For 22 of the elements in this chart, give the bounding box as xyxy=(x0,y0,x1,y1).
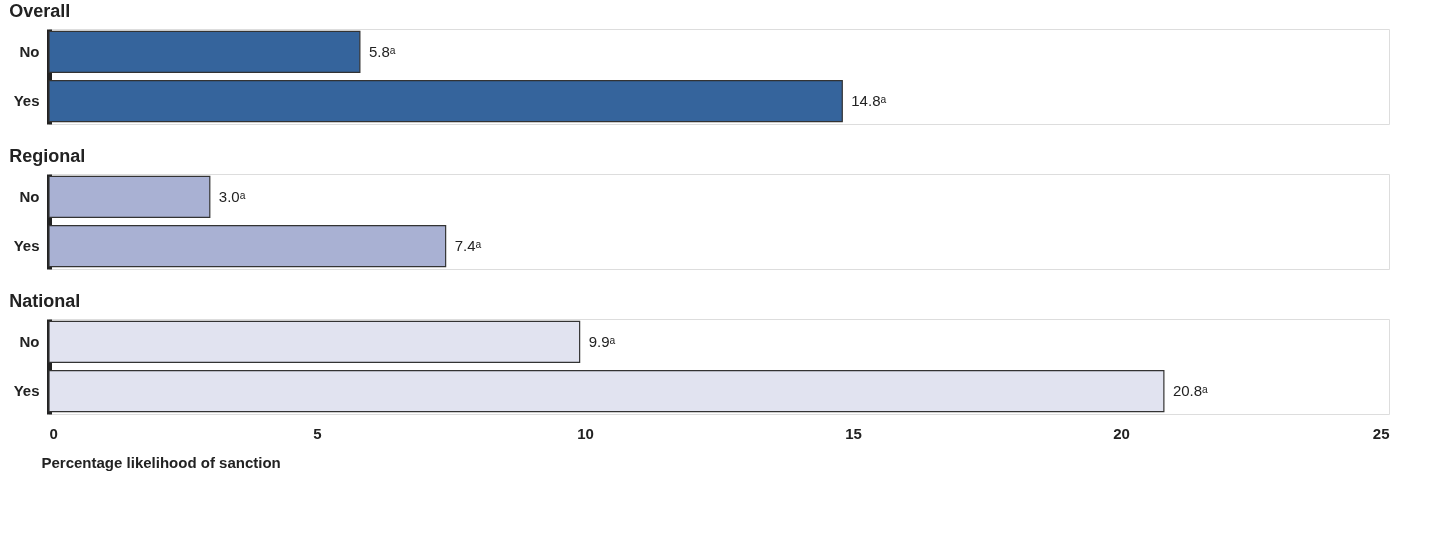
y-tick-label: Yes xyxy=(13,382,40,400)
chart-title: Regional xyxy=(9,146,86,166)
x-tick-label: 5 xyxy=(313,424,322,442)
chart-title: Overall xyxy=(9,1,71,21)
x-tick-label: 25 xyxy=(1372,424,1390,442)
chart-title: National xyxy=(9,291,81,311)
data-label: 3.0ᵃ xyxy=(218,187,246,205)
y-tick-label: No xyxy=(19,332,40,350)
x-tick-label: 20 xyxy=(1113,424,1130,442)
data-label: 9.9ᵃ xyxy=(588,332,616,350)
x-tick-label: 15 xyxy=(845,424,862,442)
y-tick-label: No xyxy=(19,187,40,205)
data-label: 5.8ᵃ xyxy=(368,42,396,60)
y-tick-label: Yes xyxy=(13,237,40,255)
y-tick-label: No xyxy=(19,42,40,60)
data-label: 14.8ᵃ xyxy=(851,92,887,110)
data-label: 7.4ᵃ xyxy=(454,237,482,255)
y-tick-label: Yes xyxy=(13,92,40,110)
x-tick-label: 10 xyxy=(577,424,594,442)
x-axis-title: Percentage likelihood of sanction xyxy=(41,453,281,471)
x-tick-label: 0 xyxy=(49,424,58,442)
data-label: 20.8ᵃ xyxy=(1172,382,1209,400)
